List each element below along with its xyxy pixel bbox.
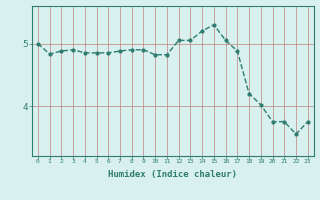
X-axis label: Humidex (Indice chaleur): Humidex (Indice chaleur) (108, 170, 237, 179)
